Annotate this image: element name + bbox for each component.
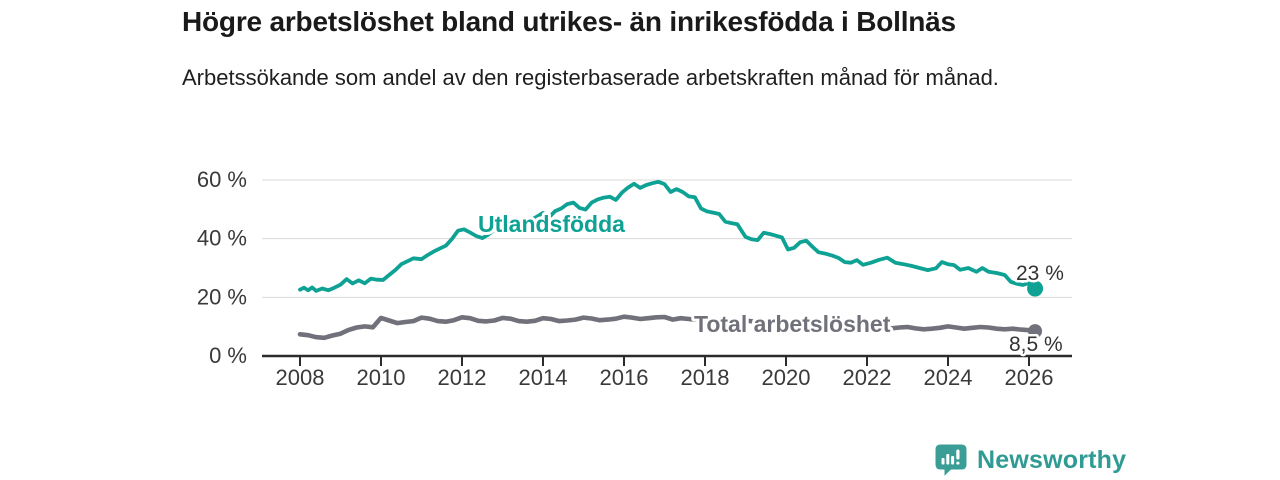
- chart-subtitle: Arbetssökande som andel av den registerb…: [182, 65, 999, 90]
- chart-title: Högre arbetslöshet bland utrikes- än inr…: [182, 6, 956, 37]
- x-tick-label: 2008: [276, 365, 325, 390]
- series-end-dot-utlandsfodda: [1027, 280, 1044, 297]
- x-tick-label: 2020: [762, 365, 811, 390]
- newsworthy-logo[interactable]: Newsworthy: [934, 443, 1126, 477]
- x-tick-label: 2018: [681, 365, 730, 390]
- series-line-utlandsfodda: [298, 179, 1037, 293]
- series-end-value-total-arbetsloshet: 8,5 %: [1009, 333, 1063, 356]
- series-end-value-utlandsfodda: 23 %: [1016, 262, 1064, 285]
- y-tick-label: 20 %: [197, 284, 247, 309]
- series-label-utlandsfodda: Utlandsfödda: [478, 211, 625, 237]
- x-axis-ticks: [299, 357, 1030, 366]
- x-tick-label: 2026: [1005, 365, 1054, 390]
- series-label-total-arbetsloshet: Total arbetslöshet: [694, 311, 891, 337]
- y-axis-labels: 0 % 20 % 40 % 60 %: [197, 167, 247, 368]
- x-tick-label: 2012: [438, 365, 487, 390]
- x-tick-label: 2014: [519, 365, 568, 390]
- series-end-dot-total-arbetsloshet: [1028, 324, 1043, 339]
- series-line-total-arbetsloshet: [297, 314, 1038, 341]
- x-tick-label: 2022: [843, 365, 892, 390]
- newsworthy-wordmark: Newsworthy: [977, 446, 1127, 474]
- y-tick-label: 60 %: [197, 167, 247, 192]
- x-axis-labels: 2008 2010 2012 2014 2016 2018 2020 2022 2024 2026: [276, 365, 1054, 390]
- x-tick-label: 2010: [357, 365, 406, 390]
- y-tick-label: 40 %: [197, 226, 247, 251]
- x-tick-label: 2016: [600, 365, 649, 390]
- y-tick-label: 0 %: [209, 343, 247, 368]
- newsworthy-speech-bubble-chart-icon: [935, 444, 967, 476]
- x-tick-label: 2024: [924, 365, 973, 390]
- y-gridlines: [262, 179, 1072, 298]
